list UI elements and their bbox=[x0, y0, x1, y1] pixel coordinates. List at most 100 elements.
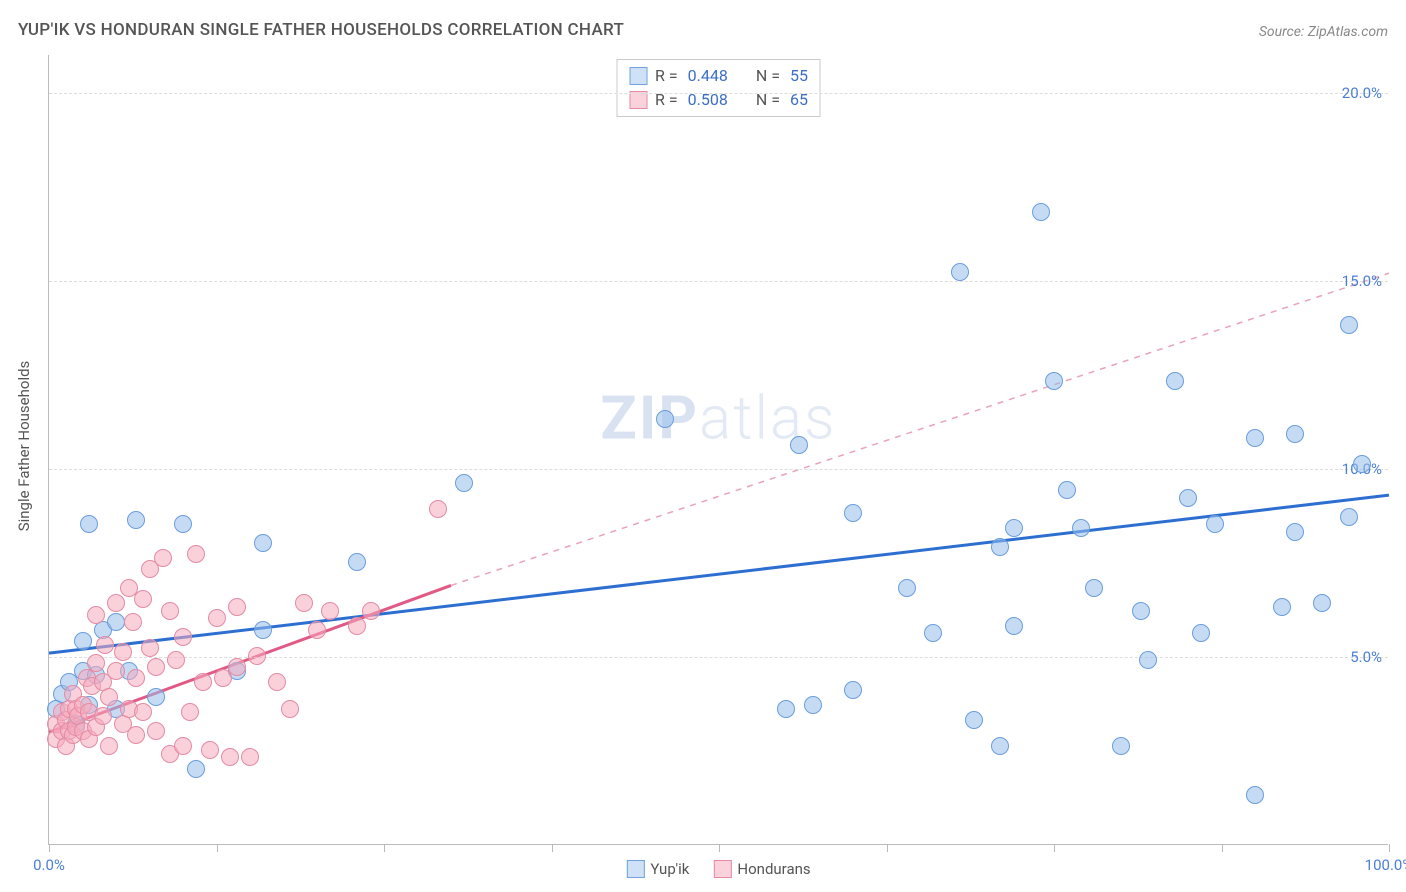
scatter-point bbox=[308, 621, 326, 639]
scatter-point bbox=[898, 579, 916, 597]
scatter-point bbox=[221, 748, 239, 766]
stats-row: R =0.508N =65 bbox=[629, 88, 808, 112]
scatter-point bbox=[1340, 508, 1358, 526]
scatter-point bbox=[656, 410, 674, 428]
x-tick bbox=[887, 844, 888, 852]
chart-title: YUP'IK VS HONDURAN SINGLE FATHER HOUSEHO… bbox=[18, 20, 624, 40]
legend-item: Yup'ik bbox=[626, 860, 689, 878]
scatter-point bbox=[991, 737, 1009, 755]
y-tick-label: 15.0% bbox=[1342, 272, 1382, 290]
scatter-point bbox=[1246, 429, 1264, 447]
scatter-point bbox=[100, 737, 118, 755]
stats-row: R =0.448N =55 bbox=[629, 64, 808, 88]
legend: Yup'ik Hondurans bbox=[626, 860, 810, 878]
scatter-point bbox=[174, 515, 192, 533]
scatter-point bbox=[228, 658, 246, 676]
y-tick-label: 5.0% bbox=[1350, 648, 1382, 666]
scatter-point bbox=[248, 647, 266, 665]
x-tick-label: 0.0% bbox=[33, 856, 65, 874]
scatter-point bbox=[127, 726, 145, 744]
legend-swatch bbox=[629, 67, 647, 85]
scatter-point bbox=[107, 613, 125, 631]
scatter-point bbox=[1273, 598, 1291, 616]
scatter-point bbox=[1072, 519, 1090, 537]
scatter-point bbox=[362, 602, 380, 620]
scatter-point bbox=[127, 669, 145, 687]
scatter-point bbox=[147, 688, 165, 706]
scatter-point bbox=[127, 511, 145, 529]
scatter-point bbox=[147, 722, 165, 740]
source-attribution: Source: ZipAtlas.com bbox=[1259, 24, 1388, 40]
scatter-point bbox=[924, 624, 942, 642]
legend-swatch bbox=[626, 860, 644, 878]
legend-swatch bbox=[629, 91, 647, 109]
scatter-point bbox=[1139, 651, 1157, 669]
scatter-point bbox=[1005, 519, 1023, 537]
scatter-point bbox=[187, 545, 205, 563]
scatter-point bbox=[1313, 594, 1331, 612]
scatter-point bbox=[965, 711, 983, 729]
stats-box: R =0.448N =55R =0.508N =65 bbox=[616, 59, 821, 117]
scatter-point bbox=[1340, 316, 1358, 334]
scatter-point bbox=[87, 654, 105, 672]
scatter-point bbox=[1058, 481, 1076, 499]
scatter-point bbox=[1179, 489, 1197, 507]
scatter-point bbox=[87, 606, 105, 624]
scatter-point bbox=[114, 643, 132, 661]
scatter-point bbox=[951, 263, 969, 281]
x-tick bbox=[719, 844, 720, 852]
scatter-point bbox=[1246, 786, 1264, 804]
y-tick-label: 20.0% bbox=[1342, 84, 1382, 102]
scatter-point bbox=[80, 515, 98, 533]
scatter-point bbox=[1132, 602, 1150, 620]
grid-line bbox=[49, 93, 1388, 94]
x-tick bbox=[217, 844, 218, 852]
scatter-point bbox=[147, 658, 165, 676]
scatter-point bbox=[94, 707, 112, 725]
grid-line bbox=[49, 281, 1388, 282]
trend-line bbox=[451, 273, 1389, 585]
scatter-point bbox=[348, 617, 366, 635]
scatter-point bbox=[161, 602, 179, 620]
scatter-point bbox=[1112, 737, 1130, 755]
scatter-point bbox=[124, 613, 142, 631]
scatter-point bbox=[241, 748, 259, 766]
legend-swatch bbox=[713, 860, 731, 878]
scatter-point bbox=[1286, 425, 1304, 443]
scatter-point bbox=[1192, 624, 1210, 642]
scatter-point bbox=[1166, 372, 1184, 390]
scatter-point bbox=[228, 598, 246, 616]
scatter-point bbox=[141, 639, 159, 657]
scatter-point bbox=[194, 673, 212, 691]
grid-line bbox=[49, 469, 1388, 470]
scatter-point bbox=[429, 500, 447, 518]
scatter-point bbox=[174, 628, 192, 646]
x-tick bbox=[49, 844, 50, 852]
scatter-point bbox=[790, 436, 808, 454]
scatter-point bbox=[201, 741, 219, 759]
scatter-point bbox=[1286, 523, 1304, 541]
x-tick-label: 100.0% bbox=[1365, 856, 1406, 874]
scatter-point bbox=[281, 700, 299, 718]
scatter-point bbox=[134, 590, 152, 608]
scatter-point bbox=[844, 504, 862, 522]
scatter-point bbox=[107, 662, 125, 680]
scatter-point bbox=[100, 688, 118, 706]
scatter-point bbox=[254, 534, 272, 552]
scatter-point bbox=[1206, 515, 1224, 533]
scatter-point bbox=[167, 651, 185, 669]
scatter-point bbox=[208, 609, 226, 627]
y-axis-title: Single Father Households bbox=[15, 361, 33, 532]
x-tick bbox=[1222, 844, 1223, 852]
scatter-point bbox=[777, 700, 795, 718]
scatter-point bbox=[295, 594, 313, 612]
scatter-point bbox=[74, 632, 92, 650]
scatter-point bbox=[455, 474, 473, 492]
scatter-point bbox=[1353, 455, 1371, 473]
scatter-point bbox=[187, 760, 205, 778]
x-tick bbox=[384, 844, 385, 852]
scatter-point bbox=[134, 703, 152, 721]
legend-item: Hondurans bbox=[713, 860, 810, 878]
scatter-point bbox=[1005, 617, 1023, 635]
scatter-point bbox=[991, 538, 1009, 556]
